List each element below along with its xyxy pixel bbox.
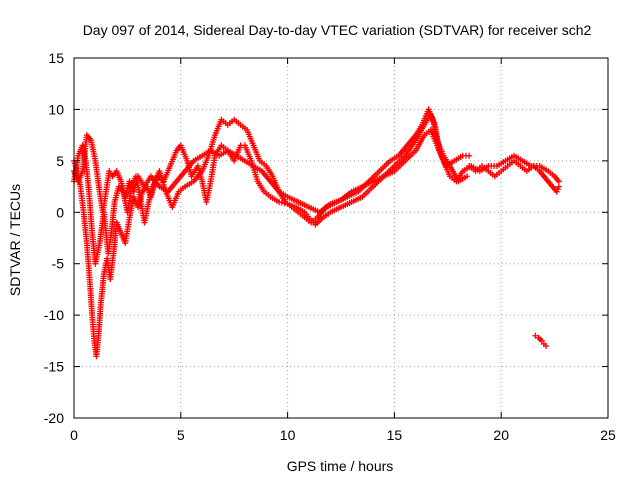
x-axis-label: GPS time / hours bbox=[287, 458, 394, 474]
data-point bbox=[464, 173, 471, 180]
data-point bbox=[543, 343, 550, 349]
x-tick-label: 0 bbox=[70, 427, 78, 443]
data-point bbox=[532, 332, 539, 339]
data-point bbox=[276, 199, 283, 205]
y-tick-label: 15 bbox=[48, 50, 64, 66]
chart-title: Day 097 of 2014, Sidereal Day-to-day VTE… bbox=[83, 22, 592, 38]
y-tick-label: -20 bbox=[44, 410, 64, 426]
grid-lines bbox=[74, 58, 608, 418]
x-tick-label: 25 bbox=[600, 427, 616, 443]
y-tick-label: 0 bbox=[56, 204, 64, 220]
data-points bbox=[71, 106, 562, 360]
plot-frame bbox=[73, 57, 609, 419]
data-point bbox=[555, 183, 562, 190]
axis-ticks: 0 5 10 15 20 25 -20 -15 -10 -5 0 5 10 15 bbox=[44, 50, 616, 443]
y-axis-label: SDTVAR / TECUs bbox=[7, 184, 23, 296]
x-tick-label: 5 bbox=[177, 427, 185, 443]
x-tick-label: 15 bbox=[387, 427, 403, 443]
data-point bbox=[538, 337, 545, 344]
data-point bbox=[555, 178, 562, 185]
y-tick-label: -15 bbox=[44, 359, 64, 375]
data-point bbox=[466, 152, 473, 159]
x-tick-label: 10 bbox=[280, 427, 296, 443]
y-tick-label: 10 bbox=[48, 101, 64, 117]
y-tick-label: 5 bbox=[56, 153, 64, 169]
y-tick-label: -5 bbox=[52, 256, 65, 272]
y-tick-label: -10 bbox=[44, 307, 64, 323]
x-tick-label: 20 bbox=[493, 427, 509, 443]
